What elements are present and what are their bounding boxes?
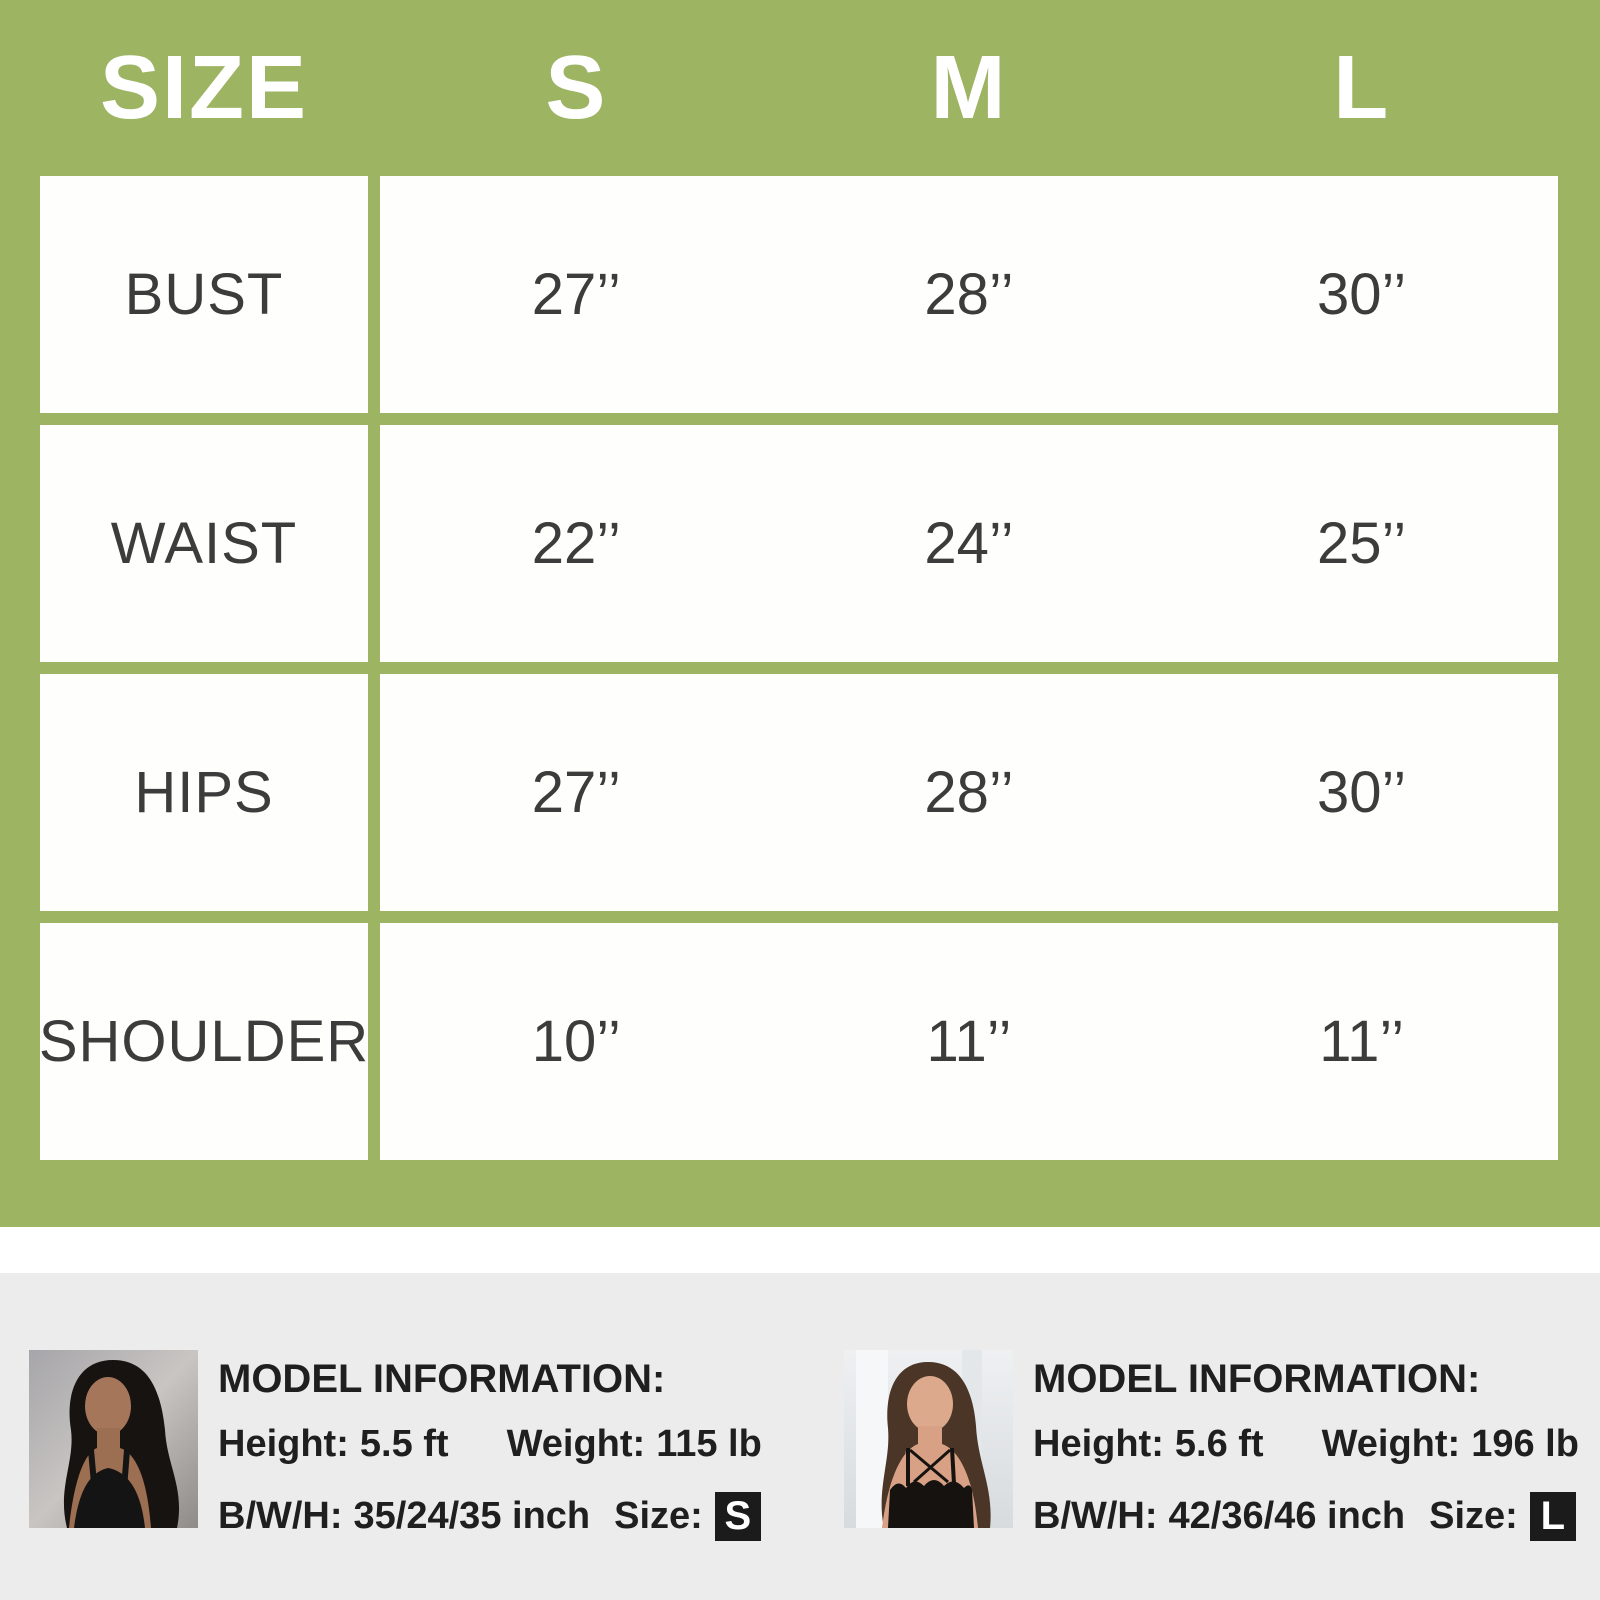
cell-hips-s: 27’’: [531, 760, 621, 825]
cell-waist-m: 24’’: [924, 511, 1014, 576]
cell-bust-l: 30’’: [1317, 262, 1407, 327]
model-block-size-l: MODEL INFORMATION: Height: 5.6 ft Weight:…: [844, 1350, 1579, 1552]
size-label: Size:: [614, 1494, 703, 1537]
header-col-s: S: [545, 37, 608, 138]
height-value: 5.6 ft: [1174, 1422, 1264, 1465]
cell-bust-m: 28’’: [924, 262, 1014, 327]
size-badge-l: L: [1529, 1491, 1576, 1541]
model-photo-size-s: [29, 1350, 198, 1528]
header-size-label: SIZE: [99, 37, 309, 138]
table-row-shoulder: SHOULDER 10’’ 11’’ 11’’: [39, 923, 1558, 1160]
weight-value: 115 lb: [656, 1422, 762, 1465]
row-values: 22’’ 24’’ 25’’: [380, 425, 1558, 662]
row-label: HIPS: [40, 674, 368, 911]
header-col-l: L: [1333, 37, 1391, 138]
weight-label: Weight:: [506, 1422, 646, 1465]
model-bwh-size-line: B/W/H: 35/24/35 inch Size: S: [218, 1480, 762, 1552]
model-photo-size-l: [844, 1350, 1013, 1528]
bwh-label: B/W/H:: [218, 1494, 343, 1537]
table-row-hips: HIPS 27’’ 28’’ 30’’: [40, 674, 1558, 911]
row-values: 27’’ 28’’ 30’’: [380, 176, 1558, 413]
model-height-weight-line: Height: 5.5 ft Weight: 115 lb: [218, 1408, 762, 1480]
size-badge-s: S: [714, 1491, 761, 1541]
height-label: Height:: [1033, 1422, 1164, 1465]
row-values: 10’’ 11’’ 11’’: [380, 923, 1558, 1160]
cell-waist-s: 22’’: [531, 511, 621, 576]
row-label: SHOULDER: [39, 923, 368, 1160]
cell-hips-l: 30’’: [1317, 760, 1407, 825]
model-info-title: MODEL INFORMATION:: [1033, 1356, 1481, 1401]
table-row-waist: WAIST 22’’ 24’’ 25’’: [40, 425, 1558, 662]
cell-hips-m: 28’’: [924, 760, 1014, 825]
model-info-title: MODEL INFORMATION:: [218, 1356, 666, 1401]
size-table: BUST 27’’ 28’’ 30’’ WAIST 22’’ 24’’ 25’’…: [39, 176, 1558, 1160]
cell-shoulder-l: 11’’: [1319, 1009, 1405, 1074]
height-value: 5.5 ft: [359, 1422, 449, 1465]
bwh-value: 35/24/35 inch: [353, 1494, 591, 1537]
header-col-m: M: [930, 37, 1008, 138]
size-label: Size:: [1429, 1494, 1518, 1537]
model-info-text: MODEL INFORMATION: Height: 5.6 ft Weight:…: [1033, 1350, 1579, 1552]
model-info-text: MODEL INFORMATION: Height: 5.5 ft Weight:…: [218, 1350, 762, 1552]
cell-shoulder-s: 10’’: [531, 1009, 621, 1074]
table-row-bust: BUST 27’’ 28’’ 30’’: [40, 176, 1558, 413]
table-header: SIZE S M L: [40, 0, 1558, 176]
weight-label: Weight:: [1321, 1422, 1461, 1465]
size-chart-panel: SIZE S M L BUST 27’’ 28’’ 30’’ WAIST 22’…: [0, 0, 1600, 1227]
bwh-label: B/W/H:: [1033, 1494, 1158, 1537]
cell-waist-l: 25’’: [1317, 511, 1407, 576]
cell-shoulder-m: 11’’: [926, 1009, 1012, 1074]
row-values: 27’’ 28’’ 30’’: [380, 674, 1558, 911]
model-info-strip: [0, 1273, 1600, 1600]
cell-bust-s: 27’’: [531, 262, 621, 327]
row-label: BUST: [40, 176, 368, 413]
model-bwh-size-line: B/W/H: 42/36/46 inch Size: L: [1033, 1480, 1579, 1552]
row-label: WAIST: [40, 425, 368, 662]
bwh-value: 42/36/46 inch: [1168, 1494, 1406, 1537]
weight-value: 196 lb: [1471, 1422, 1579, 1465]
model-block-size-s: MODEL INFORMATION: Height: 5.5 ft Weight:…: [29, 1350, 762, 1552]
height-label: Height:: [218, 1422, 349, 1465]
model-height-weight-line: Height: 5.6 ft Weight: 196 lb: [1033, 1408, 1579, 1480]
header-columns: S M L: [380, 0, 1558, 176]
